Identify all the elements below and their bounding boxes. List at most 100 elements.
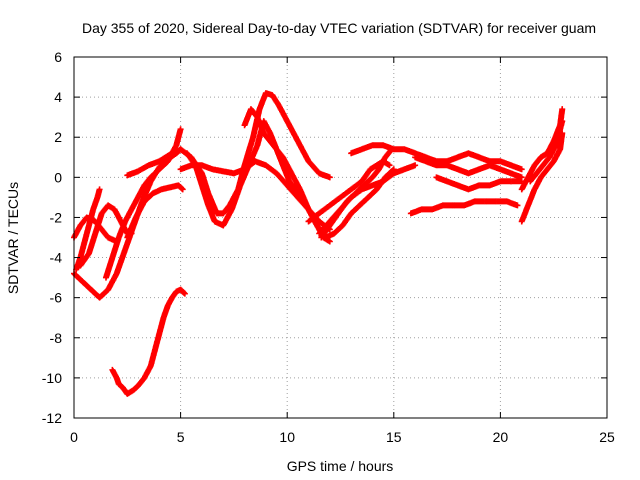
series-arc-6: [124, 182, 186, 241]
x-axis-label: GPS time / hours: [287, 458, 394, 474]
data-point-fill: [116, 219, 128, 240]
data-point-fill: [92, 211, 105, 236]
data-point-fill: [280, 163, 292, 184]
data-point: [386, 162, 393, 169]
data-point-fill: [78, 251, 92, 268]
chart-title: Day 355 of 2020, Sidereal Day-to-day VTE…: [82, 20, 596, 36]
data-point-fill: [340, 211, 354, 228]
y-tick-label: -2: [50, 209, 63, 225]
series-layer: [71, 90, 566, 397]
data-point: [96, 186, 103, 193]
y-tick-label: -10: [42, 370, 62, 386]
x-tick-label: 0: [70, 429, 78, 445]
data-point-fill: [97, 287, 111, 300]
data-point-fill: [319, 223, 333, 240]
grid: [74, 57, 607, 418]
data-point-fill: [295, 139, 311, 164]
y-tick-label: 6: [54, 49, 62, 65]
data-point-fill: [257, 91, 269, 111]
data-point-fill: [116, 381, 126, 391]
data-point-fill: [357, 195, 371, 208]
data-point-fill: [221, 203, 232, 216]
data-point: [326, 238, 333, 245]
data-point-fill: [344, 191, 358, 204]
data-point-fill: [359, 167, 373, 184]
data-point-fill: [263, 163, 279, 176]
data-point-fill: [287, 179, 301, 196]
series-arc-22: [527, 118, 566, 185]
data-point-fill: [349, 203, 362, 216]
data-point-fill: [274, 147, 286, 160]
data-point: [514, 202, 521, 209]
data-point-fill: [148, 167, 162, 180]
data-point: [177, 126, 184, 133]
y-tick-label: -4: [50, 250, 63, 266]
axes: 0 5 10 15 20 25 -12 -10 -8 -6 -4 -2 0 2 4 6: [42, 49, 615, 445]
data-point-fill: [205, 203, 218, 224]
data-point-fill: [246, 143, 260, 167]
plot-frame: [73, 56, 608, 419]
data-point-fill: [327, 211, 341, 228]
data-point-fill: [261, 131, 273, 144]
data-point-fill: [306, 159, 322, 176]
data-point-fill: [254, 115, 267, 135]
data-point: [326, 174, 333, 181]
data-point-fill: [237, 163, 252, 188]
data-point-fill: [274, 171, 290, 188]
data-point-fill: [78, 277, 89, 288]
y-axis-label: SDTVAR / TECUs: [5, 182, 21, 294]
y-tick-label: -12: [42, 410, 62, 426]
series-arc-8: [109, 286, 188, 397]
series-arc-5: [102, 126, 184, 281]
data-point-fill: [267, 139, 279, 152]
data-point-fill: [284, 119, 301, 144]
data-point: [181, 290, 188, 297]
data-point-fill: [525, 187, 537, 208]
data-point-fill: [124, 215, 139, 240]
x-tick-label: 10: [279, 429, 295, 445]
data-point-fill: [86, 231, 98, 256]
data-point-fill: [297, 187, 311, 212]
data-point-fill: [366, 187, 379, 200]
data-point-fill: [133, 199, 147, 220]
data-point-fill: [199, 171, 211, 196]
data-point-fill: [229, 183, 243, 212]
data-point-fill: [142, 191, 155, 204]
data-point-fill: [114, 247, 128, 276]
data-point-fill: [327, 195, 343, 208]
series-arc-7: [124, 150, 176, 179]
y-tick-label: 2: [54, 129, 62, 145]
data-point: [559, 106, 566, 113]
series-arc-16: [348, 142, 525, 173]
data-point: [179, 186, 186, 193]
x-tick-label: 20: [493, 429, 509, 445]
data-point-fill: [84, 283, 96, 294]
data-point-fill: [205, 191, 220, 216]
x-tick-label: 25: [599, 429, 615, 445]
data-point-fill: [99, 227, 111, 240]
series-arc-17: [412, 154, 525, 181]
data-point-fill: [338, 187, 354, 200]
x-tick-label: 15: [386, 429, 402, 445]
y-tick-label: 4: [54, 89, 62, 105]
data-point: [518, 166, 525, 173]
y-tick-label: -6: [50, 290, 63, 306]
data-point-fill: [361, 175, 375, 188]
data-point-fill: [538, 167, 550, 180]
data-point-fill: [528, 171, 539, 184]
data-point-fill: [519, 203, 531, 224]
data-point-fill: [220, 207, 235, 228]
data-point-fill: [184, 151, 198, 168]
data-point: [412, 162, 419, 169]
data-point-fill: [336, 199, 350, 216]
data-point-fill: [276, 103, 290, 123]
y-tick-label: 0: [54, 169, 62, 185]
data-point-fill: [540, 155, 552, 168]
data-point-fill: [285, 183, 300, 200]
data-point-fill: [71, 271, 83, 282]
series-arc-15: [318, 146, 395, 241]
series-arc-19: [407, 198, 521, 217]
data-point-fill: [192, 163, 205, 188]
